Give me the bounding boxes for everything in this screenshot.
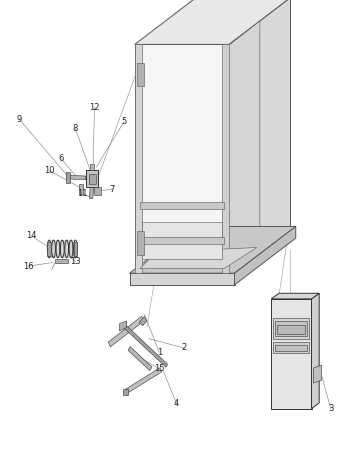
Text: 15: 15 [154, 364, 164, 374]
Polygon shape [136, 231, 144, 255]
Polygon shape [135, 0, 290, 44]
Polygon shape [79, 184, 83, 194]
Text: 3: 3 [328, 404, 334, 413]
Polygon shape [86, 170, 98, 187]
Polygon shape [314, 365, 322, 383]
Polygon shape [275, 345, 307, 351]
Polygon shape [224, 21, 260, 269]
Text: 1: 1 [157, 348, 162, 357]
Polygon shape [89, 174, 96, 184]
Polygon shape [128, 347, 152, 371]
Polygon shape [120, 321, 127, 331]
Polygon shape [276, 325, 305, 334]
Text: 14: 14 [26, 231, 37, 241]
Polygon shape [234, 226, 296, 285]
Text: 4: 4 [174, 399, 179, 409]
Text: 8: 8 [72, 124, 78, 133]
Text: 10: 10 [44, 166, 54, 175]
Polygon shape [74, 242, 77, 256]
Polygon shape [271, 293, 319, 299]
Polygon shape [49, 240, 76, 258]
Text: 13: 13 [70, 257, 80, 266]
Polygon shape [130, 273, 234, 285]
Polygon shape [108, 316, 144, 347]
Polygon shape [94, 187, 101, 195]
Polygon shape [123, 324, 168, 367]
Text: 16: 16 [23, 262, 33, 271]
Text: 7: 7 [109, 184, 115, 194]
Text: 5: 5 [122, 117, 127, 126]
Polygon shape [140, 49, 224, 269]
Text: 11: 11 [77, 189, 88, 198]
Polygon shape [47, 242, 51, 256]
Polygon shape [135, 44, 142, 273]
Polygon shape [66, 172, 70, 183]
Polygon shape [312, 293, 319, 409]
Polygon shape [229, 0, 290, 273]
Polygon shape [142, 222, 222, 259]
Polygon shape [55, 259, 68, 263]
Polygon shape [139, 317, 147, 326]
Polygon shape [90, 164, 94, 170]
Text: 9: 9 [17, 114, 22, 124]
Polygon shape [271, 299, 312, 409]
Polygon shape [130, 226, 296, 273]
Polygon shape [140, 202, 224, 209]
Polygon shape [89, 187, 94, 198]
Polygon shape [67, 175, 86, 180]
Polygon shape [275, 321, 307, 336]
Polygon shape [125, 368, 162, 394]
Polygon shape [136, 63, 144, 86]
Polygon shape [222, 44, 229, 273]
Text: 12: 12 [89, 103, 100, 112]
Polygon shape [140, 237, 224, 244]
Polygon shape [135, 44, 229, 273]
Polygon shape [140, 248, 257, 269]
Polygon shape [123, 389, 128, 395]
Polygon shape [273, 318, 309, 339]
Polygon shape [186, 26, 262, 245]
Polygon shape [273, 342, 309, 353]
Text: 6: 6 [58, 154, 64, 163]
Text: 2: 2 [181, 343, 186, 353]
